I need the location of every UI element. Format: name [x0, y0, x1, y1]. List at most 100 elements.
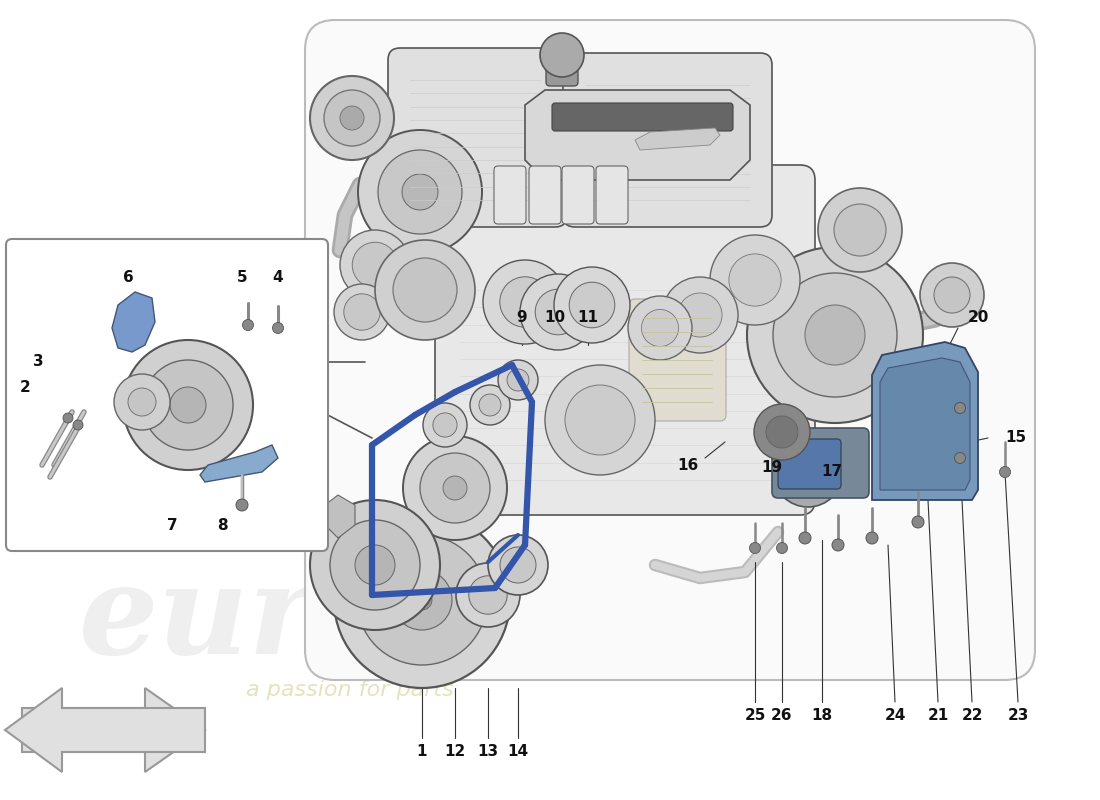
Circle shape [456, 563, 520, 627]
Text: 1: 1 [417, 745, 427, 759]
Circle shape [662, 277, 738, 353]
Text: 14: 14 [507, 745, 529, 759]
Text: 17: 17 [822, 465, 843, 479]
Text: 16: 16 [678, 458, 698, 473]
Circle shape [788, 452, 828, 492]
Circle shape [355, 545, 395, 585]
Circle shape [443, 476, 468, 500]
Polygon shape [635, 128, 720, 150]
Circle shape [63, 413, 73, 423]
Circle shape [273, 322, 284, 334]
Circle shape [242, 319, 253, 330]
Circle shape [128, 388, 156, 416]
Polygon shape [112, 292, 155, 352]
Circle shape [766, 416, 797, 448]
Circle shape [392, 570, 452, 630]
FancyBboxPatch shape [434, 165, 815, 515]
Circle shape [236, 499, 248, 511]
Circle shape [424, 403, 468, 447]
Circle shape [143, 360, 233, 450]
Circle shape [866, 532, 878, 544]
Circle shape [565, 385, 635, 455]
Text: 5: 5 [236, 270, 248, 286]
Circle shape [955, 453, 966, 463]
Polygon shape [324, 495, 355, 538]
FancyBboxPatch shape [596, 166, 628, 224]
Circle shape [799, 532, 811, 544]
Circle shape [499, 277, 550, 327]
Circle shape [478, 394, 500, 416]
Circle shape [710, 235, 800, 325]
Text: 10: 10 [544, 310, 565, 326]
Circle shape [344, 294, 381, 330]
FancyBboxPatch shape [563, 53, 772, 227]
Circle shape [352, 242, 398, 288]
FancyBboxPatch shape [552, 103, 733, 131]
Text: a passion for parts: a passion for parts [246, 680, 454, 700]
Text: 13: 13 [477, 745, 498, 759]
Polygon shape [200, 445, 278, 482]
Text: 3: 3 [33, 354, 43, 370]
Circle shape [433, 413, 458, 437]
Circle shape [500, 547, 536, 583]
Circle shape [114, 374, 170, 430]
Circle shape [340, 106, 364, 130]
Text: 12: 12 [444, 745, 465, 759]
Circle shape [641, 310, 679, 346]
Circle shape [805, 305, 865, 365]
Circle shape [773, 273, 896, 397]
Circle shape [912, 516, 924, 528]
FancyBboxPatch shape [388, 48, 566, 227]
Circle shape [628, 296, 692, 360]
Circle shape [544, 365, 654, 475]
Text: 4: 4 [273, 270, 284, 286]
Circle shape [310, 500, 440, 630]
FancyBboxPatch shape [772, 428, 869, 498]
Text: 2: 2 [20, 381, 31, 395]
Circle shape [483, 260, 566, 344]
Text: 7: 7 [167, 518, 177, 533]
Circle shape [412, 590, 432, 610]
Circle shape [324, 90, 380, 146]
FancyBboxPatch shape [629, 299, 726, 421]
Text: 25: 25 [745, 707, 766, 722]
Circle shape [678, 293, 722, 337]
Circle shape [540, 33, 584, 77]
Circle shape [403, 436, 507, 540]
Text: 23: 23 [1008, 707, 1028, 722]
Text: euroo: euroo [78, 559, 482, 681]
Circle shape [393, 258, 456, 322]
Text: a passion
for parts: a passion for parts [783, 324, 856, 356]
Text: 9: 9 [517, 310, 527, 326]
FancyBboxPatch shape [546, 50, 578, 86]
Circle shape [170, 387, 206, 423]
Circle shape [934, 277, 970, 313]
Circle shape [469, 576, 507, 614]
FancyBboxPatch shape [6, 239, 328, 551]
Text: 24: 24 [884, 707, 905, 722]
Circle shape [749, 542, 760, 554]
Circle shape [310, 76, 394, 160]
Circle shape [747, 247, 923, 423]
Circle shape [358, 130, 482, 254]
Text: 26: 26 [771, 707, 793, 722]
Circle shape [334, 284, 390, 340]
Text: 18: 18 [812, 707, 833, 722]
Circle shape [470, 385, 510, 425]
Polygon shape [880, 358, 970, 490]
Text: 20: 20 [968, 310, 989, 326]
Circle shape [340, 230, 410, 300]
Circle shape [1000, 466, 1011, 478]
Circle shape [498, 360, 538, 400]
Text: 19: 19 [761, 461, 782, 475]
Polygon shape [872, 342, 978, 500]
Circle shape [554, 267, 630, 343]
Circle shape [375, 240, 475, 340]
Circle shape [520, 274, 596, 350]
Circle shape [832, 539, 844, 551]
Circle shape [73, 420, 82, 430]
Circle shape [420, 453, 490, 523]
Circle shape [507, 369, 529, 391]
Circle shape [488, 535, 548, 595]
Circle shape [378, 150, 462, 234]
